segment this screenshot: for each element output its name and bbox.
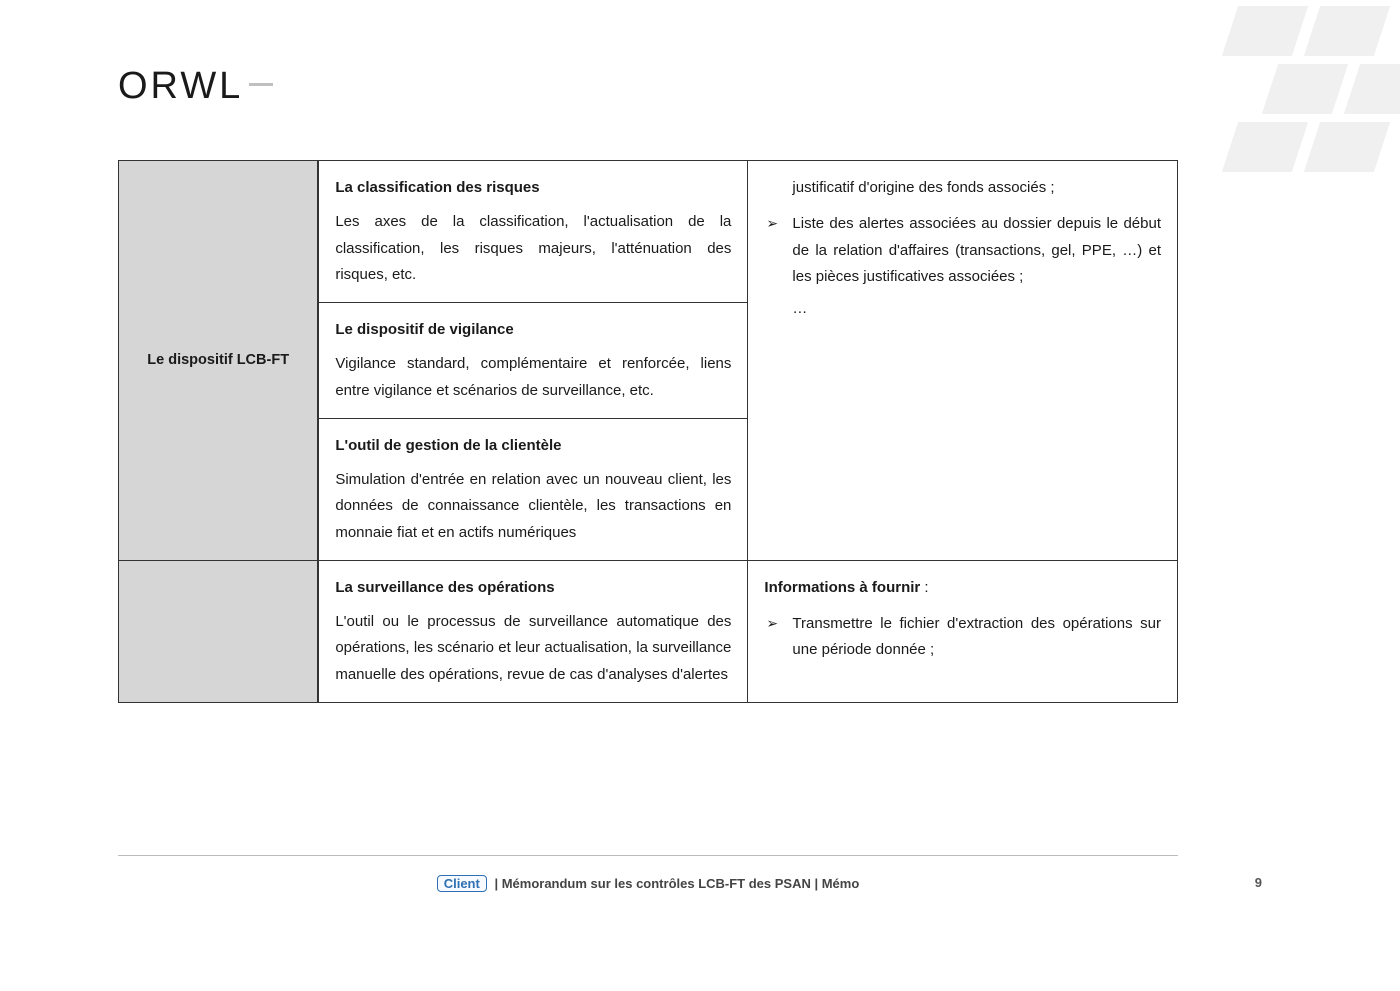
main-table: Le dispositif LCB-FT La classification d… [118,160,1178,703]
logo: ORWL [118,65,273,108]
cell-outil: L'outil de gestion de la clientèle Simul… [318,418,748,560]
footer-rule [118,855,1178,856]
info-line: Informations à fournir : [764,575,1161,601]
block-body: Simulation d'entrée en relation avec un … [335,467,731,546]
block-title: La classification des risques [335,175,731,201]
right-list: Liste des alertes associées au dossier d… [764,211,1161,290]
footer: Client | Mémorandum sur les contrôles LC… [118,875,1178,892]
logo-dash-icon [249,83,273,86]
right-list: Transmettre le fichier d'extraction des … [764,611,1161,664]
corner-pattern [1180,0,1400,200]
logo-text: ORWL [118,65,243,107]
table-row: La surveillance des opérations L'outil o… [119,560,1178,702]
info-label: Informations à fournir [764,579,920,596]
cell-right-top: justificatif d'origine des fonds associé… [748,161,1178,561]
info-colon: : [920,579,928,596]
row-header-empty [119,560,319,702]
block-title: Le dispositif de vigilance [335,317,731,343]
row-header-lcbft: Le dispositif LCB-FT [119,161,319,561]
block-title: La surveillance des opérations [335,575,731,601]
cell-surveillance: La surveillance des opérations L'outil o… [318,560,748,702]
right-lead: justificatif d'origine des fonds associé… [764,175,1161,201]
table-row: Le dispositif LCB-FT La classification d… [119,161,1178,303]
footer-text: | Mémorandum sur les contrôles LCB-FT de… [494,876,859,891]
block-body: L'outil ou le processus de surveillance … [335,609,731,688]
cell-classification: La classification des risques Les axes d… [318,161,748,303]
cell-vigilance: Le dispositif de vigilance Vigilance sta… [318,303,748,419]
page-number: 9 [1255,875,1262,890]
cell-right-bottom: Informations à fournir : Transmettre le … [748,560,1178,702]
list-item: Transmettre le fichier d'extraction des … [764,611,1161,664]
block-title: L'outil de gestion de la clientèle [335,433,731,459]
client-badge: Client [437,875,487,892]
list-item: Liste des alertes associées au dossier d… [764,211,1161,290]
block-body: Les axes de la classification, l'actuali… [335,209,731,288]
block-body: Vigilance standard, complémentaire et re… [335,351,731,404]
right-ellipsis: … [764,296,1161,322]
